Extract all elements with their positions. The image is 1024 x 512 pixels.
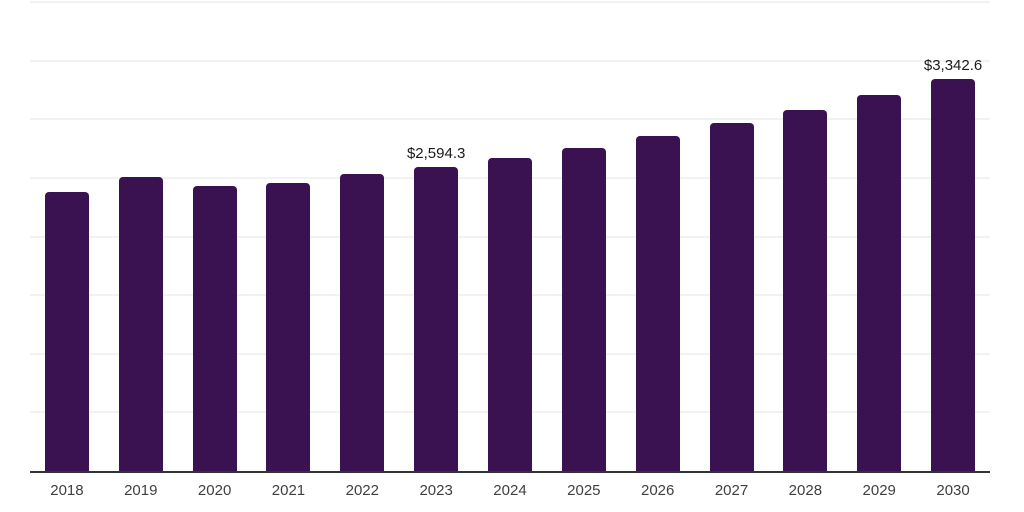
x-tick-2022: 2022 (345, 482, 379, 499)
data-label-2030: $3,342.6 (923, 57, 983, 75)
bar-band-2026 (621, 2, 695, 471)
bar-2029 (857, 94, 902, 471)
bar-2028 (783, 109, 828, 471)
data-label-2023: $2,594.3 (406, 144, 466, 162)
bar-band-2020 (178, 2, 252, 471)
x-tick-2021: 2021 (271, 482, 306, 499)
x-axis-line (30, 471, 990, 473)
bar-band-2028 (768, 2, 842, 471)
x-tick-2018: 2018 (50, 482, 84, 499)
bar-2020 (192, 186, 237, 471)
bar-band-2025 (547, 2, 621, 471)
gridline-3500 (30, 59, 990, 62)
x-tick-2030: 2030 (936, 482, 970, 499)
bar-band-2021 (252, 2, 326, 471)
bars-row: $2,594.3 $3,342.6 (30, 2, 990, 471)
x-tick-2027: 2027 (714, 482, 749, 499)
x-axis-tick-labels: 2018 2019 2020 2021 2022 2023 2024 2025 2026 2027… (30, 481, 990, 501)
gridline-3000 (30, 118, 990, 121)
x-tick-2029: 2029 (862, 482, 896, 499)
bar-band-2019 (104, 2, 178, 471)
bar-band-2030: $3,342.6 (916, 2, 990, 471)
x-tick-2023: 2023 (419, 482, 453, 499)
x-tick-2024: 2024 (493, 482, 527, 499)
bar-2018 (44, 191, 89, 471)
bar-2021 (266, 183, 311, 471)
bar-2024 (487, 157, 532, 471)
bar-2022 (340, 173, 385, 471)
bar-2026 (635, 135, 680, 471)
gridline-4000 (30, 1, 990, 3)
x-tick-2028: 2028 (788, 482, 823, 499)
bar-2030: $3,342.6 (924, 57, 982, 471)
plot-area: $2,594.3 $3,342.6 (30, 1, 990, 471)
x-tick-2019: 2019 (124, 482, 158, 499)
x-tick-2025: 2025 (567, 482, 601, 499)
bar-2023: $2,594.3 (407, 145, 465, 471)
bar-band-2029 (842, 2, 916, 471)
bar-2025 (561, 147, 606, 471)
bar-band-2024 (473, 2, 547, 471)
bar-2027 (709, 122, 754, 471)
bar-band-2018 (30, 2, 104, 471)
bar-2019 (118, 177, 163, 471)
bar-band-2027 (695, 2, 769, 471)
x-tick-2026: 2026 (640, 482, 675, 499)
bar-band-2022 (325, 2, 399, 471)
bar-band-2023: $2,594.3 (399, 2, 473, 471)
x-tick-2020: 2020 (197, 482, 232, 499)
